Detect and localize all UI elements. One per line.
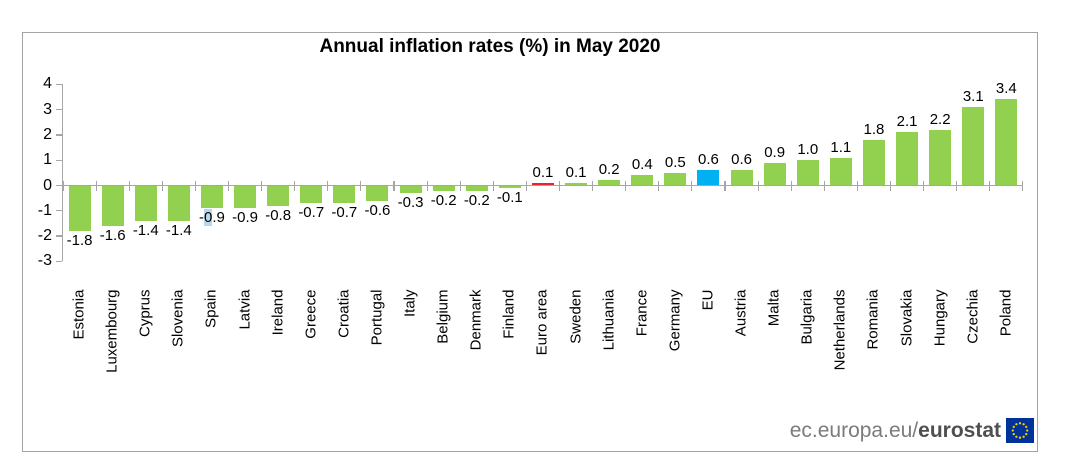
eurostat-watermark: ec.europa.eu/eurostat — [790, 418, 1034, 443]
footer-url: ec.europa.eu/eurostat — [790, 419, 1001, 443]
chart-frame — [22, 32, 1038, 452]
chart-title: Annual inflation rates (%) in May 2020 — [319, 36, 661, 57]
footer-url-prefix: ec.europa.eu/ — [789, 418, 919, 442]
footer-url-brand: eurostat — [918, 418, 1001, 442]
eu-flag-icon — [1006, 418, 1034, 443]
